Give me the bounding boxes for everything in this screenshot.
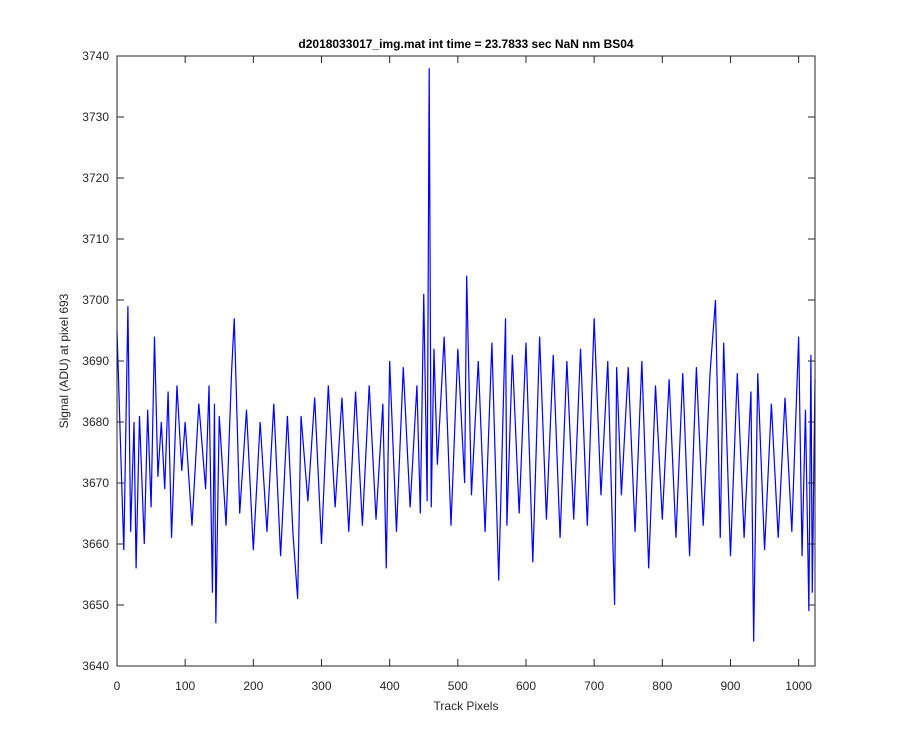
y-tick-label: 3720 [82,171,109,185]
x-tick-label: 800 [652,679,672,693]
y-tick-label: 3730 [82,110,109,124]
y-tick-label: 3680 [82,415,109,429]
x-axis: 0 100 200 300 400 500 600 700 800 900 1000 [114,56,812,693]
y-tick-label: 3700 [82,293,109,307]
x-tick-label: 900 [720,679,740,693]
x-tick-label: 200 [243,679,263,693]
x-tick-label: 0 [114,679,121,693]
series-layer [116,68,816,642]
y-tick-label: 3710 [82,232,109,246]
x-tick-label: 1000 [785,679,812,693]
x-tick-label: 400 [380,679,400,693]
y-axis-label: Signal (ADU) at pixel 693 [57,293,71,428]
x-tick-label: 500 [448,679,468,693]
x-axis-label: Track Pixels [434,699,499,713]
chart-title: d2018033017_img.mat int time = 23.7833 s… [298,37,634,51]
y-tick-label: 3670 [82,476,109,490]
x-tick-label: 700 [584,679,604,693]
x-tick-label: 300 [311,679,331,693]
x-tick-label: 100 [175,679,195,693]
y-tick-label: 3740 [82,49,109,63]
y-tick-label: 3660 [82,537,109,551]
x-tick-label: 600 [516,679,536,693]
y-axis: 3640 3650 3660 3670 3680 3690 3700 3710 3720 3730… [82,49,815,673]
y-tick-label: 3650 [82,598,109,612]
series-line-0 [116,68,816,642]
y-tick-label: 3640 [82,659,109,673]
y-tick-label: 3690 [82,354,109,368]
